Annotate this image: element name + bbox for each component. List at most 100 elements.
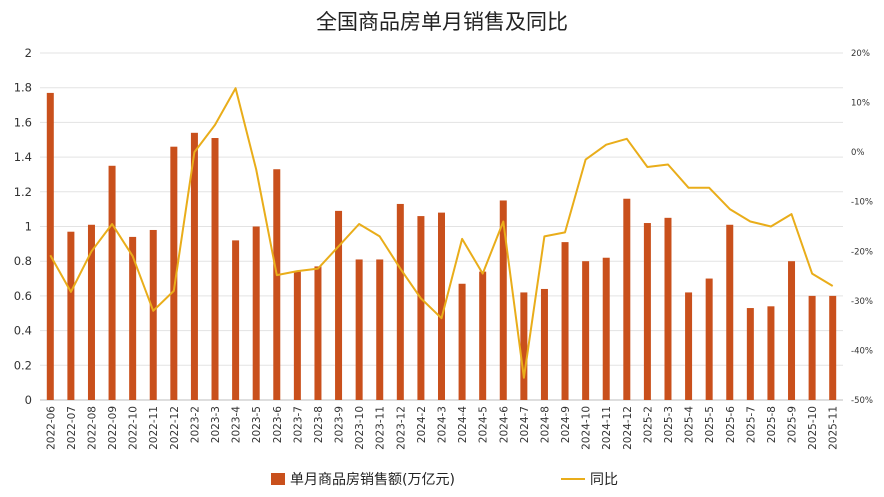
bar — [314, 266, 322, 400]
bar — [170, 146, 178, 400]
x-tick-label: 2025-10 — [807, 406, 819, 450]
y-tick-label: 0.8 — [14, 254, 32, 268]
y2-tick-label: 20% — [851, 49, 870, 59]
y2-tick-label: 10% — [851, 99, 870, 109]
x-tick-label: 2023-12 — [395, 406, 407, 450]
bar — [87, 224, 95, 400]
bar — [376, 259, 384, 400]
bar — [232, 240, 240, 400]
x-tick-label: 2024-7 — [519, 406, 531, 443]
x-tick-label: 2023-5 — [251, 406, 263, 443]
bar — [643, 223, 651, 400]
y2-tick-label: -10% — [851, 198, 873, 208]
bar — [252, 226, 260, 400]
bar — [561, 242, 569, 400]
bar — [108, 165, 116, 400]
x-tick-label: 2023-6 — [272, 406, 284, 444]
y-tick-label: 0.2 — [14, 358, 32, 372]
x-tick-label: 2025-6 — [725, 406, 737, 444]
bar — [767, 306, 775, 400]
bar — [67, 231, 75, 400]
y-tick-label: 1 — [25, 220, 32, 234]
x-tick-label: 2025-2 — [642, 406, 654, 443]
x-tick-label: 2025-7 — [745, 406, 757, 443]
bar — [582, 261, 590, 400]
y-axis-left: 0 0.2 0.4 0.6 0.8 1 1.2 1.4 1.6 1.8 2 — [14, 46, 32, 407]
x-tick-label: 2023-8 — [313, 406, 325, 443]
x-axis: 2022-06 2022-07 2022-08 2022-09 2022-10 2022-… — [45, 406, 839, 450]
bar — [149, 229, 157, 400]
bar — [129, 236, 137, 400]
x-tick-label: 2024-9 — [560, 406, 572, 443]
bar — [190, 132, 198, 400]
x-tick-label: 2022-09 — [107, 406, 119, 450]
x-tick-label: 2023-3 — [210, 406, 222, 443]
y2-tick-label: -50% — [851, 396, 873, 406]
bar — [705, 278, 713, 400]
x-tick-label: 2023-7 — [292, 406, 304, 443]
bar-series — [46, 92, 837, 400]
y2-tick-label: 0% — [851, 148, 865, 158]
bar — [479, 271, 487, 400]
x-tick-label: 2024-12 — [622, 406, 634, 450]
bar — [273, 169, 281, 400]
y-tick-label: 0.6 — [14, 289, 32, 303]
bar — [623, 198, 631, 400]
x-tick-label: 2025-9 — [787, 406, 799, 443]
bar — [788, 261, 796, 400]
x-tick-label: 2022-12 — [169, 406, 181, 450]
x-tick-label: 2024-5 — [478, 406, 490, 443]
x-tick-label: 2024-2 — [416, 406, 428, 443]
x-tick-label: 2023-9 — [334, 406, 346, 443]
x-tick-label: 2023-10 — [354, 406, 366, 450]
x-tick-label: 2023-4 — [231, 406, 243, 444]
x-tick-label: 2025-11 — [828, 406, 840, 450]
y2-tick-label: -40% — [851, 346, 873, 356]
legend-swatch-bar — [271, 473, 285, 485]
bar — [396, 203, 404, 400]
bar — [438, 212, 445, 400]
x-tick-label: 2022-07 — [66, 406, 78, 450]
y-tick-label: 0 — [25, 393, 32, 407]
y-axis-right: -50% -40% -30% -20% -10% 0% 10% 20% — [851, 49, 873, 406]
x-tick-label: 2024-11 — [601, 406, 613, 450]
x-tick-label: 2024-8 — [539, 406, 551, 443]
bar — [685, 292, 693, 400]
bar — [293, 271, 301, 400]
bar — [726, 224, 734, 400]
chart-title: 全国商品房单月销售及同比 — [316, 10, 568, 34]
x-tick-label: 2025-4 — [684, 406, 696, 444]
y-tick-label: 2 — [25, 46, 32, 60]
bar — [808, 295, 816, 400]
y-tick-label: 1.6 — [14, 115, 32, 129]
x-tick-label: 2024-6 — [498, 406, 510, 444]
y2-tick-label: -20% — [851, 247, 873, 257]
x-tick-label: 2024-3 — [437, 406, 449, 443]
bar — [520, 292, 528, 400]
legend: 单月商品房销售额(万亿元) 同比 — [271, 472, 618, 488]
legend-label-bar: 单月商品房销售额(万亿元) — [290, 472, 455, 488]
bar — [211, 138, 219, 400]
bar — [602, 257, 610, 400]
bar — [458, 283, 466, 400]
bar — [746, 308, 754, 400]
bar — [540, 288, 548, 400]
x-tick-label: 2023-11 — [375, 406, 387, 450]
y2-tick-label: -30% — [851, 297, 873, 307]
legend-label-line: 同比 — [590, 472, 618, 488]
x-tick-label: 2025-3 — [663, 406, 675, 443]
bar — [46, 92, 54, 400]
x-tick-label: 2022-10 — [128, 406, 140, 450]
bar — [664, 217, 672, 400]
x-tick-label: 2024-4 — [457, 406, 469, 444]
line-series — [49, 87, 834, 379]
x-tick-label: 2022-08 — [86, 406, 98, 450]
y-tick-label: 1.4 — [14, 150, 32, 164]
bar — [417, 216, 425, 400]
x-tick-label: 2025-5 — [704, 406, 716, 443]
yoy-line — [49, 87, 834, 379]
x-tick-label: 2023-2 — [189, 406, 201, 443]
y-tick-label: 1.8 — [14, 81, 32, 95]
x-tick-label: 2024-10 — [581, 406, 593, 450]
